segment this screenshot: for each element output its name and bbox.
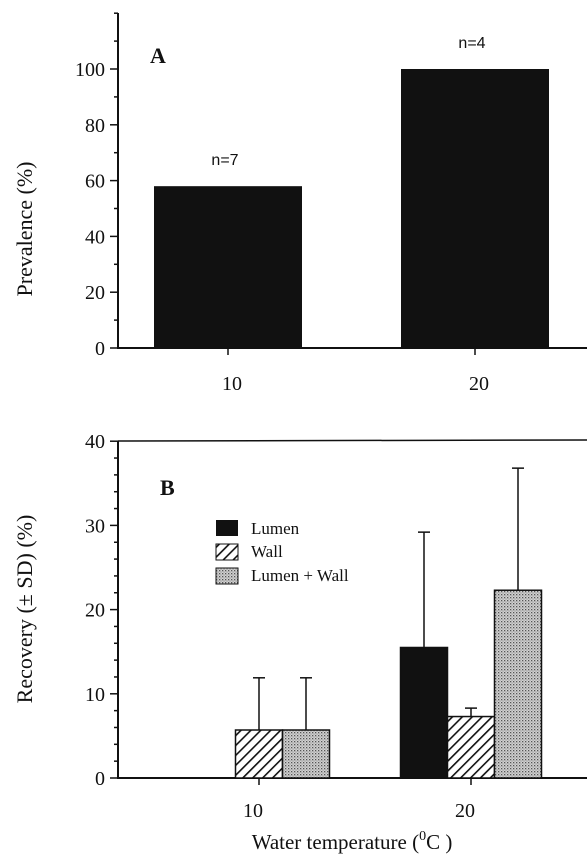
panel-b-x-tick-label: 20 [455, 800, 475, 822]
panel-b-top-border [117, 439, 587, 442]
legend: Lumen Wall Lumen + Wall [215, 519, 349, 585]
panel-a-y-tick-label: 60 [85, 171, 105, 193]
panel-a-x-tick-label: 10 [222, 373, 242, 395]
panel-b-x-tick-label: 10 [243, 800, 263, 822]
panel-a-y-axis-label: Prevalence (%) [12, 162, 37, 297]
panel-b-bar-wall [446, 715, 496, 779]
panel-a-bar [154, 186, 302, 348]
legend-swatch-lumen [216, 520, 238, 536]
panel-a: A Prevalence (%) 0 20 40 60 80 100 n=7 10 n=4 20 [12, 12, 587, 395]
panel-b-bar-lumen [399, 646, 449, 779]
x-axis-label: Water temperature (0C ) [252, 829, 453, 854]
legend-label-wall: Wall [251, 542, 283, 561]
panel-a-y-tick-label: 80 [85, 115, 105, 137]
panel-b-y-tick-label: 0 [95, 768, 105, 790]
legend-swatch-lumen-wall [215, 567, 239, 585]
legend-label-lumen-wall: Lumen + Wall [251, 566, 349, 585]
panel-a-y-tick-label: 100 [75, 59, 105, 81]
panel-b-bar-wall [234, 729, 284, 779]
panel-a-bar [401, 69, 549, 348]
x-axis-label-text: Water temperature ( [252, 830, 419, 854]
panel-b-bar-lumen-wall [493, 589, 543, 779]
panel-a-y-tick-label: 0 [95, 338, 105, 360]
panel-a-y-tick-label: 40 [85, 226, 105, 248]
panel-b-y-tick-label: 40 [85, 431, 105, 453]
panel-a-y-tick-label: 20 [85, 282, 105, 304]
panel-a-x-tick-label: 20 [469, 373, 489, 395]
panel-a-bar-annotation: n=4 [458, 35, 485, 52]
panel-b: B Recovery (± SD) (%) 0 10 20 30 40 10 20 Lume… [12, 431, 587, 854]
panel-b-y-tick-label: 10 [85, 684, 105, 706]
panel-b-bar-lumen-wall [281, 729, 331, 779]
panel-a-label: A [150, 43, 166, 68]
legend-label-lumen: Lumen [251, 519, 300, 538]
panel-b-label: B [160, 475, 175, 500]
panel-b-y-tick-label: 20 [85, 600, 105, 622]
x-axis-label-degree: 0 [419, 829, 426, 844]
panel-b-y-tick-label: 30 [85, 515, 105, 537]
panel-b-y-axis-label: Recovery (± SD) (%) [12, 515, 37, 704]
x-axis-label-unit: C ) [426, 830, 452, 854]
panel-a-bar-annotation: n=7 [211, 152, 238, 169]
legend-swatch-wall [215, 543, 239, 561]
